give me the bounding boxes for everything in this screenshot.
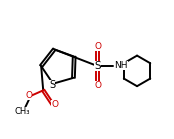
- Text: O: O: [95, 42, 102, 51]
- Text: S: S: [94, 61, 101, 71]
- Text: S: S: [49, 80, 55, 90]
- Text: NH: NH: [114, 61, 128, 70]
- Text: O: O: [51, 100, 58, 109]
- Text: O: O: [25, 91, 32, 100]
- Text: CH₃: CH₃: [14, 107, 30, 116]
- Text: O: O: [95, 81, 102, 90]
